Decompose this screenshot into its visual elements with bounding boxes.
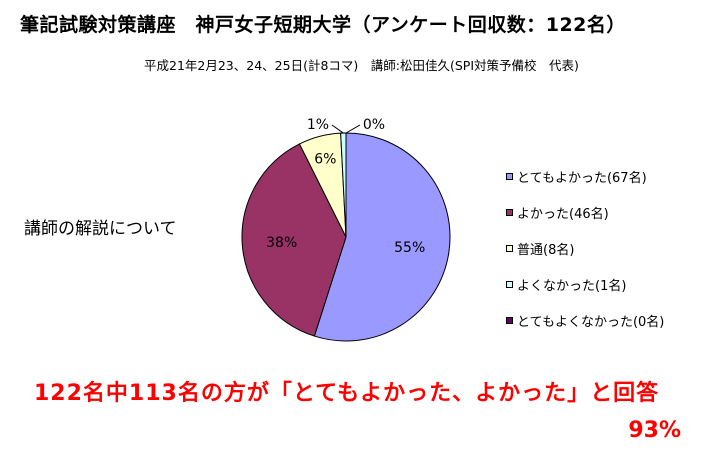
leader-line bbox=[345, 124, 361, 134]
legend-swatch bbox=[506, 280, 513, 288]
slice-label: 0% bbox=[363, 117, 385, 133]
legend: とてもよかった(67名) よかった(46名) 普通(8名) よくなかった(1名)… bbox=[506, 158, 664, 338]
legend-swatch bbox=[506, 208, 513, 216]
pie-slice bbox=[241, 143, 347, 337]
legend-label: 普通(8名) bbox=[517, 242, 575, 258]
legend-swatch bbox=[506, 172, 513, 180]
legend-item: とてもよかった(67名) bbox=[506, 158, 664, 194]
slice-label: 38% bbox=[266, 235, 297, 251]
legend-label: とてもよかった(67名) bbox=[517, 170, 647, 186]
legend-swatch bbox=[506, 244, 513, 252]
conclusion-text: 122名中113名の方が「とてもよかった、よかった」と回答 bbox=[34, 381, 660, 406]
legend-label: とてもよくなかった(0名) bbox=[517, 314, 665, 330]
page-subtitle: 平成21年2月23、24、25日(計8コマ) 講師:松田佳久(SPI対策予備校 … bbox=[144, 58, 579, 73]
summary-percent: 93% bbox=[628, 418, 681, 443]
legend-item: よかった(46名) bbox=[506, 194, 664, 230]
page-title: 筆記試験対策講座 神戸女子短期大学（アンケート回収数：122名） bbox=[20, 14, 626, 36]
section-label: 講師の解説について bbox=[24, 219, 177, 239]
legend-item: よくなかった(1名) bbox=[506, 266, 664, 302]
legend-label: よかった(46名) bbox=[517, 206, 609, 222]
slice-label: 1% bbox=[307, 117, 329, 133]
legend-swatch bbox=[506, 316, 513, 324]
pie-slice bbox=[313, 132, 451, 342]
legend-label: よくなかった(1名) bbox=[517, 278, 627, 294]
pie-slice bbox=[340, 132, 347, 238]
legend-item: とてもよくなかった(0名) bbox=[506, 302, 664, 338]
leader-line bbox=[331, 124, 344, 134]
legend-item: 普通(8名) bbox=[506, 230, 664, 266]
slice-label: 6% bbox=[314, 152, 336, 168]
slice-label: 55% bbox=[394, 240, 425, 256]
